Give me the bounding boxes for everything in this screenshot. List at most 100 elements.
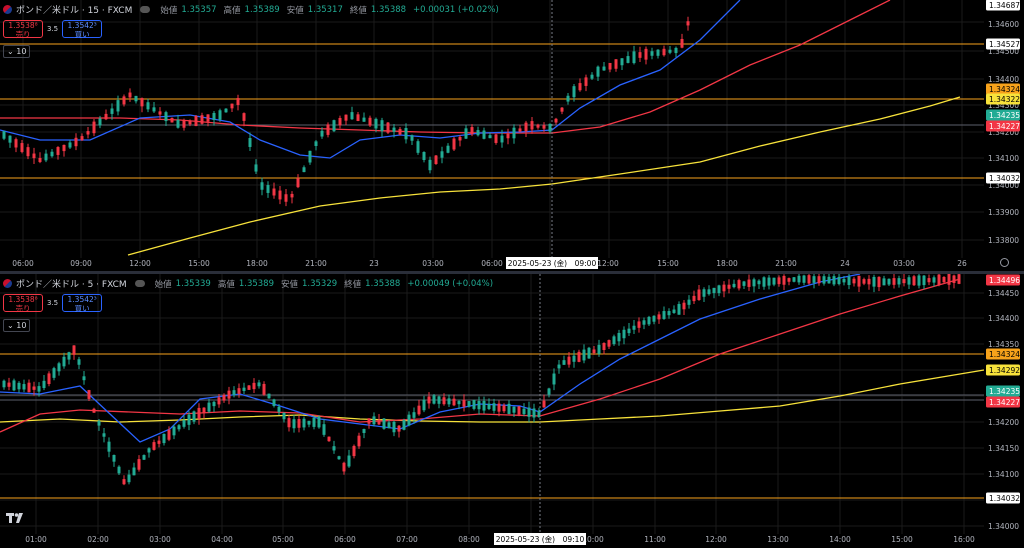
price-tag [986, 364, 1020, 376]
price-axis-label: 1.34100 [988, 154, 1019, 163]
candle-body [398, 128, 402, 135]
buy-button[interactable]: 1.3542³ 買い [62, 20, 103, 39]
candle-body [557, 364, 561, 369]
close-label: 終値 [344, 279, 362, 290]
chart-panel-5m[interactable]: 1.344501.344001.343501.343001.342501.342… [0, 274, 1024, 548]
candle-body [416, 141, 420, 153]
candle-body [266, 185, 270, 193]
candle-body [377, 419, 381, 425]
panel-divider[interactable] [0, 271, 1024, 274]
candle-body [482, 130, 486, 139]
candle-body [262, 383, 266, 395]
buy-button[interactable]: 1.3542³ 買い [62, 294, 103, 312]
chart-canvas-5m[interactable]: 1.344501.344001.343501.343001.342501.342… [0, 274, 1024, 548]
chart-canvas-15m[interactable]: 1.34600 1.34500 1.34400 1.34300 1.34200 1.341… [0, 0, 1024, 272]
candle-body [742, 281, 746, 286]
candle-body [194, 115, 198, 127]
candle-body [32, 153, 36, 159]
visibility-toggle-icon[interactable] [140, 6, 151, 13]
candle-body [587, 347, 591, 359]
visibility-toggle-icon[interactable] [134, 280, 145, 287]
candle-body [500, 135, 504, 143]
candle-body [107, 441, 111, 452]
price-axis-label: 1.34150 [988, 444, 1019, 453]
candle-body [590, 74, 594, 79]
sell-label: 売り [15, 303, 31, 313]
candle-body [236, 98, 240, 105]
price-tag-label: 1.34324 [989, 85, 1020, 94]
candle-body [422, 151, 426, 161]
candle-body [307, 420, 311, 425]
candle-body [92, 408, 96, 413]
time-axis-label: 12:00 [705, 535, 727, 544]
candle-body [134, 95, 138, 102]
candle-body [277, 406, 281, 412]
candle-body [337, 456, 341, 460]
candle-body [732, 283, 736, 288]
time-axis-label: 06:00 [334, 535, 356, 544]
candle-body [922, 275, 926, 286]
candle-body [22, 384, 26, 390]
candle-body [697, 289, 701, 300]
candle-body [502, 405, 506, 412]
candle-body [607, 340, 611, 347]
candle-body [317, 416, 321, 428]
buy-label: 買い [74, 29, 90, 39]
candle-body [847, 276, 851, 286]
candle-body [566, 95, 570, 102]
candle-body [584, 77, 588, 86]
symbol-name[interactable]: ポンド／米ドル · 5 · FXCM [16, 280, 127, 290]
candle-body [737, 280, 741, 289]
low-label: 安値 [286, 5, 304, 16]
indicator-collapse-button[interactable]: ⌄ 10 [3, 45, 31, 58]
indicator-count: 10 [16, 321, 27, 330]
tradingview-logo-icon[interactable] [6, 512, 26, 524]
candle-body [206, 114, 210, 122]
time-axis-label: 16:00 [953, 535, 975, 544]
candle-body [182, 420, 186, 427]
time-axis-label: 12:00 [597, 259, 619, 268]
candle-body [656, 49, 660, 56]
sell-button[interactable]: 1.3538⁸ 売り [3, 20, 43, 38]
candle-body [122, 96, 126, 105]
price-axis-label: 1.34500 [988, 47, 1019, 56]
symbol-name[interactable]: ポンド／米ドル · 15 · FXCM [16, 6, 133, 16]
price-tag-label: 1.34496 [989, 276, 1020, 285]
candle-body [147, 448, 151, 453]
candle-body [672, 309, 676, 313]
candle-body [247, 385, 251, 390]
candle-body [752, 279, 756, 287]
spread-value: 3.5 [47, 299, 59, 307]
candle-body [52, 368, 56, 378]
sell-button[interactable]: 1.3538⁸ 売り [3, 294, 43, 312]
candle-body [452, 398, 456, 406]
price-tag [986, 83, 1020, 95]
candle-body [57, 363, 61, 372]
time-axis-label: 15:00 [657, 259, 679, 268]
candle-body [422, 399, 426, 411]
candle-body [47, 373, 51, 385]
candle-body [302, 418, 306, 428]
candle-body [452, 138, 456, 150]
candle-body [462, 399, 466, 407]
gbp-usd-flag-icon [3, 279, 12, 288]
candle-body [872, 276, 876, 287]
trade-buttons: 1.3538⁸ 売り 3.5 1.3542³ 買い [3, 20, 103, 39]
candle-body [142, 455, 146, 460]
candle-body [647, 316, 651, 325]
indicator-collapse-button[interactable]: ⌄ 10 [3, 319, 31, 332]
candle-body [182, 120, 186, 128]
symbol-legend: ポンド／米ドル · 5 · FXCM 始値 1.35339 高値 1.35389 安… [3, 277, 496, 290]
candle-body [650, 51, 654, 56]
settings-icon[interactable] [1000, 258, 1009, 267]
buy-price: 1.3542³ [67, 295, 97, 304]
time-axis-label: 13:00 [767, 535, 789, 544]
candle-body [427, 396, 431, 404]
candle-body [297, 419, 301, 428]
candle-body [620, 58, 624, 66]
chart-panel-15m[interactable]: 1.34600 1.34500 1.34400 1.34300 1.34200 1.341… [0, 0, 1024, 272]
candle-body [56, 147, 60, 155]
candle-body [392, 127, 396, 132]
candle-body [146, 102, 150, 110]
